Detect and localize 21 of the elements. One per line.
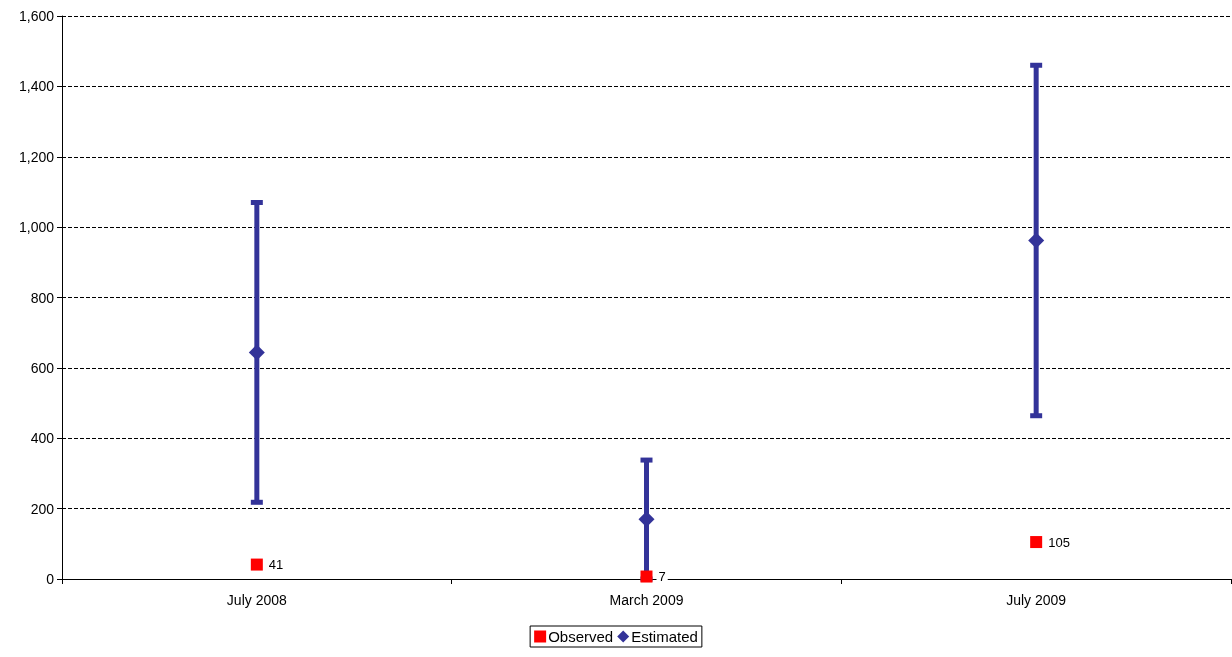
y-tick-label: 0 [46,571,55,587]
y-tick-label: 1,200 [18,148,55,165]
y-tick-label: 1,400 [18,78,55,95]
y-tick-label: 1,600 [18,8,55,24]
point [250,558,263,571]
legend-label: Estimated [631,628,698,645]
legend-label: Observed [548,628,614,645]
y-tick-label: 400 [30,430,55,447]
point [1028,232,1045,249]
y-tick-label: 600 [30,359,55,376]
point [248,344,265,361]
y-tick-label: 200 [30,500,55,517]
y-tick-label: 800 [30,289,55,306]
data-label: 7 [658,569,666,585]
data-label: 105 [1048,534,1070,550]
x-tick-label: July 2009 [1006,592,1067,608]
x-tick-label: July 2008 [226,592,288,608]
x-tick-label: March 2009 [609,592,684,608]
y-tick-label: 1,000 [18,219,55,236]
point [1030,536,1043,549]
data-label: 41 [268,557,284,573]
